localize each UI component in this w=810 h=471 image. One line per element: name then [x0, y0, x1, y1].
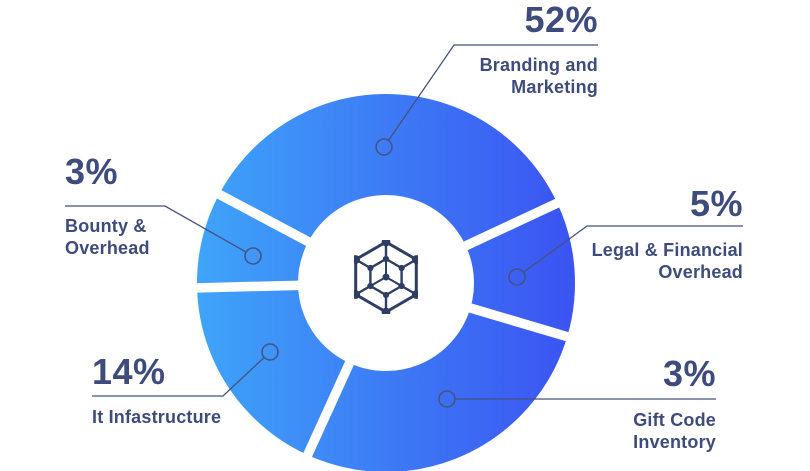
segment-label: Gift Code Inventory	[633, 410, 716, 452]
callout-branding-and-marketing: 52% Branding and Marketing	[480, 2, 598, 99]
percent-label: 3%	[65, 151, 119, 192]
leader-line-1	[523, 225, 743, 273]
percent-label: 3%	[662, 353, 716, 394]
leader-line-4	[65, 205, 247, 253]
segment-label: Bounty & Overhead	[65, 216, 150, 258]
leader-marker-1	[508, 268, 526, 286]
segment-divider	[296, 335, 366, 471]
segment-divider	[438, 191, 575, 262]
leader-marker-4	[244, 247, 262, 265]
segment-label: Branding and Marketing	[479, 55, 598, 97]
leader-line-0	[387, 44, 598, 141]
segment-label: It Infastructure	[92, 407, 222, 427]
leader-marker-0	[375, 138, 393, 156]
segment-label: Legal & Financial Overhead	[591, 240, 743, 282]
leader-marker-3	[261, 343, 279, 361]
segment-divider	[201, 182, 336, 260]
percent-label: 14%	[92, 351, 166, 392]
callout-bounty-overhead: 3% Bounty & Overhead	[65, 154, 150, 260]
callout-gift-code-inventory: 3% Gift Code Inventory	[633, 356, 716, 454]
blockchain-cube-icon	[354, 240, 418, 314]
segment-divider	[442, 295, 585, 347]
callout-legal-financial-overhead: 5% Legal & Financial Overhead	[592, 186, 743, 284]
callout-it-infastructure: 14% It Infastructure	[92, 354, 221, 429]
percent-label: 52%	[524, 0, 598, 40]
percent-label: 5%	[689, 183, 743, 224]
leader-marker-2	[438, 390, 456, 408]
leader-line-3	[92, 356, 265, 397]
segment-divider	[179, 279, 327, 294]
